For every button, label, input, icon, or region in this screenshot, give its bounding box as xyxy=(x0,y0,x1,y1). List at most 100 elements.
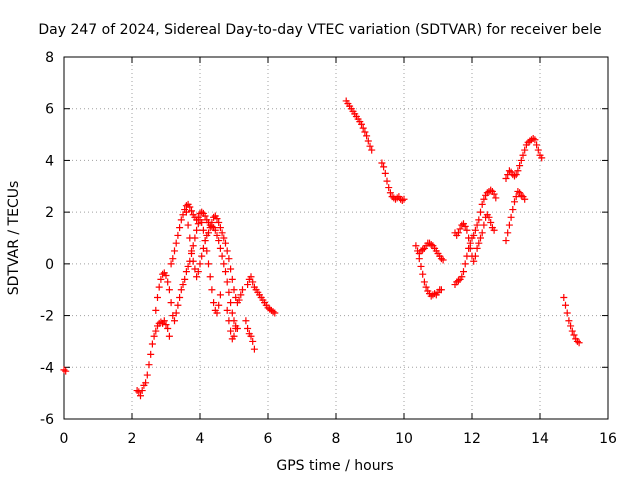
data-point xyxy=(211,226,219,234)
data-point xyxy=(164,278,172,286)
data-point xyxy=(230,332,238,340)
y-tick-label: 6 xyxy=(45,102,54,118)
data-point xyxy=(205,260,212,268)
data-point xyxy=(174,231,182,239)
data-point xyxy=(198,218,206,226)
data-point xyxy=(466,244,474,252)
data-point xyxy=(62,367,70,375)
data-point xyxy=(213,215,221,223)
data-point xyxy=(249,278,257,286)
data-point xyxy=(366,142,374,150)
data-point xyxy=(177,286,185,294)
data-point xyxy=(164,325,172,332)
data-point xyxy=(223,247,231,255)
data-point xyxy=(154,293,161,301)
y-axis-ticks: -6 -4 -2 0 2 4 6 8 xyxy=(40,50,608,428)
data-point xyxy=(210,299,218,307)
data-point xyxy=(363,132,371,140)
data-point xyxy=(573,337,581,345)
data-point xyxy=(359,124,367,132)
data-point xyxy=(171,317,178,325)
data-point xyxy=(225,288,233,296)
data-point xyxy=(422,283,430,291)
data-point xyxy=(176,224,184,232)
data-point xyxy=(487,218,495,226)
data-point xyxy=(475,216,483,224)
data-point xyxy=(218,252,226,260)
data-point xyxy=(165,286,173,294)
data-point xyxy=(505,221,513,229)
data-point xyxy=(567,322,575,330)
data-point xyxy=(198,208,206,216)
data-point xyxy=(516,162,524,170)
data-point xyxy=(478,200,486,208)
data-point xyxy=(454,277,462,285)
data-point xyxy=(512,171,520,179)
data-point xyxy=(213,309,221,317)
data-point xyxy=(514,167,522,175)
data-point xyxy=(145,361,153,369)
data-point xyxy=(419,246,427,254)
data-point xyxy=(222,268,229,276)
data-point xyxy=(380,163,388,171)
data-point xyxy=(215,218,223,226)
data-point xyxy=(271,309,279,317)
data-point xyxy=(358,120,365,128)
data-point xyxy=(216,244,224,252)
x-axis-label: GPS time / hours xyxy=(276,458,393,474)
data-point xyxy=(565,317,573,325)
data-point xyxy=(213,231,221,239)
data-point xyxy=(400,195,408,203)
data-point xyxy=(169,255,177,263)
data-point xyxy=(148,340,156,348)
data-point xyxy=(385,184,393,192)
x-tick-label: 6 xyxy=(264,431,273,447)
data-point xyxy=(361,128,369,136)
data-point xyxy=(504,229,512,237)
data-point xyxy=(186,234,194,242)
data-point xyxy=(242,317,250,325)
data-point xyxy=(174,301,182,309)
data-point xyxy=(227,327,235,335)
data-points xyxy=(60,97,583,400)
data-point xyxy=(225,317,233,325)
data-point xyxy=(223,278,231,286)
data-point xyxy=(269,308,277,316)
data-point xyxy=(502,175,510,183)
data-point xyxy=(189,257,197,265)
data-point xyxy=(165,332,173,340)
data-point xyxy=(570,331,578,339)
data-point xyxy=(239,286,246,294)
data-point xyxy=(227,265,235,273)
y-tick-label: -4 xyxy=(40,360,54,376)
data-point xyxy=(208,286,216,294)
data-point xyxy=(223,306,231,314)
data-point xyxy=(463,226,471,234)
x-tick-label: 14 xyxy=(531,431,549,447)
data-point xyxy=(568,327,576,335)
data-point xyxy=(215,237,223,245)
data-point xyxy=(160,317,168,325)
data-point xyxy=(458,221,466,229)
data-point xyxy=(477,234,484,242)
data-point xyxy=(419,270,427,278)
data-point xyxy=(157,275,165,283)
data-point xyxy=(244,325,252,332)
data-point xyxy=(509,206,517,214)
data-point xyxy=(563,309,571,317)
data-point xyxy=(538,154,546,162)
data-point xyxy=(244,281,252,289)
x-axis-ticks: 0 2 4 6 8 10 12 14 16 xyxy=(60,57,617,447)
data-point xyxy=(201,212,209,220)
data-point xyxy=(456,225,464,233)
data-point xyxy=(152,327,160,335)
data-point xyxy=(437,255,445,263)
data-point xyxy=(60,366,68,374)
data-point xyxy=(460,268,467,276)
data-point xyxy=(250,345,258,353)
data-point xyxy=(189,242,197,250)
data-point xyxy=(199,244,207,252)
data-point xyxy=(237,291,245,299)
data-point xyxy=(412,242,420,250)
data-point xyxy=(487,186,495,194)
